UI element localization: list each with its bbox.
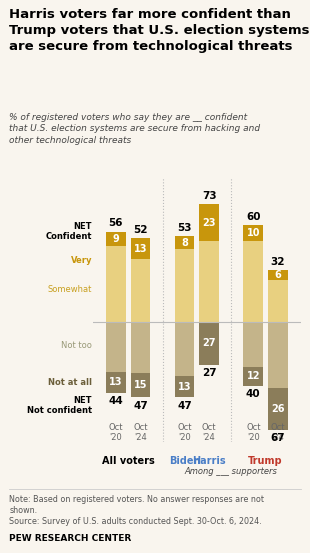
Bar [199,241,219,322]
Text: 73: 73 [202,191,216,201]
Text: 53: 53 [177,223,192,233]
Text: Very: Very [70,256,92,265]
Bar [106,372,126,393]
Text: Oct
'20: Oct '20 [108,423,123,442]
Text: 67: 67 [271,433,285,443]
Text: PEW RESEARCH CENTER: PEW RESEARCH CENTER [9,534,131,542]
Bar [199,322,219,365]
Text: Harris: Harris [192,456,226,466]
Text: Not too: Not too [61,341,92,351]
Text: 40: 40 [246,389,261,399]
Bar [175,322,194,377]
Bar [175,237,194,249]
Text: 60: 60 [246,212,260,222]
Text: Oct
'24: Oct '24 [133,423,148,442]
Text: 27: 27 [202,368,216,378]
Text: Biden: Biden [169,456,200,466]
Text: 27: 27 [202,338,216,348]
Bar [175,377,194,398]
Bar [268,270,288,280]
Bar [268,280,288,322]
Text: 13: 13 [178,382,191,392]
Text: Trump: Trump [248,456,283,466]
Text: 23: 23 [202,218,216,228]
Text: Oct
'20: Oct '20 [177,423,192,442]
Text: All voters: All voters [102,456,155,466]
Text: Among ___ supporters: Among ___ supporters [185,467,278,476]
Text: 47: 47 [177,400,192,410]
Text: NET
Not confident: NET Not confident [27,396,92,415]
Text: Not at all: Not at all [48,378,92,388]
Bar [131,373,150,398]
Text: % of registered voters who say they are __ confident
that U.S. election systems : % of registered voters who say they are … [9,113,260,144]
Text: 26: 26 [271,404,285,414]
Text: 44: 44 [108,396,123,406]
Bar [106,322,126,372]
Bar [131,259,150,322]
Bar [243,322,263,367]
Text: 32: 32 [271,257,285,267]
Text: 9: 9 [113,234,119,244]
Text: NET
Confident: NET Confident [46,222,92,241]
Bar [268,388,288,430]
Text: 13: 13 [134,243,147,253]
Bar [268,322,288,388]
Bar [106,232,126,246]
Text: 13: 13 [109,377,123,387]
Bar [131,322,150,373]
Bar [243,225,263,241]
Text: Somewhat: Somewhat [48,285,92,294]
Bar [243,241,263,322]
Text: Oct
'20: Oct '20 [246,423,260,442]
Text: Harris voters far more confident than
Trump voters that U.S. election systems
ar: Harris voters far more confident than Tr… [9,8,310,53]
Bar [243,367,263,386]
Bar [106,246,126,322]
Text: 52: 52 [133,225,148,235]
Text: Oct
'24: Oct '24 [202,423,216,442]
Text: 10: 10 [246,228,260,238]
Text: 8: 8 [181,238,188,248]
Text: 15: 15 [134,380,147,390]
Bar [131,238,150,259]
Text: 6: 6 [274,270,281,280]
Text: 47: 47 [133,400,148,410]
Bar [175,249,194,322]
Text: Note: Based on registered voters. No answer responses are not
shown.
Source: Sur: Note: Based on registered voters. No ans… [9,495,264,526]
Text: 56: 56 [108,218,123,228]
Text: Oct
'24: Oct '24 [271,423,285,442]
Text: 12: 12 [246,372,260,382]
Bar [199,204,219,241]
